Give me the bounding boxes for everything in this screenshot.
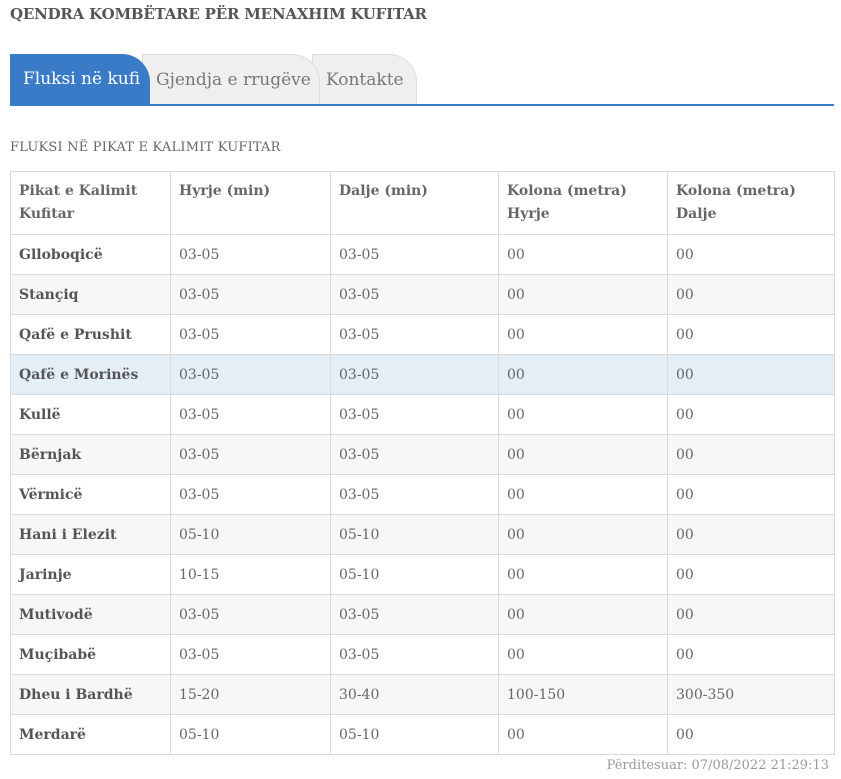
cell-queue-entry: 00 bbox=[498, 514, 668, 555]
cell-queue-exit: 300-350 bbox=[667, 674, 835, 715]
cell-crossing-point: Mutivodë bbox=[10, 594, 171, 635]
cell-crossing-point: Qafë e Morinës bbox=[10, 354, 171, 395]
table-row: Stanҫiq 03-05 03-05 00 00 bbox=[10, 274, 835, 315]
cell-exit: 30-40 bbox=[330, 674, 499, 715]
cell-queue-entry: 00 bbox=[498, 314, 668, 355]
cell-queue-entry: 100-150 bbox=[498, 674, 668, 715]
header-queue-exit: Kolona (metra) Dalje bbox=[667, 171, 835, 235]
cell-queue-entry: 00 bbox=[498, 714, 668, 755]
cell-queue-exit: 00 bbox=[667, 634, 835, 675]
cell-queue-entry: 00 bbox=[498, 554, 668, 595]
cell-exit: 03-05 bbox=[330, 594, 499, 635]
cell-entry: 15-20 bbox=[170, 674, 331, 715]
cell-entry: 05-10 bbox=[170, 514, 331, 555]
page-title: QENDRA KOMBËTARE PËR MENAXHIM KUFITAR bbox=[10, 5, 427, 23]
cell-queue-entry: 00 bbox=[498, 274, 668, 315]
cell-entry: 03-05 bbox=[170, 434, 331, 475]
table-header-row: Pikat e Kalimit Kufitar Hyrje (min) Dalje… bbox=[10, 171, 835, 235]
cell-queue-entry: 00 bbox=[498, 434, 668, 475]
header-crossing-point: Pikat e Kalimit Kufitar bbox=[10, 171, 171, 235]
table-row: Jarinje 10-15 05-10 00 00 bbox=[10, 554, 835, 595]
cell-queue-exit: 00 bbox=[667, 594, 835, 635]
cell-queue-exit: 00 bbox=[667, 314, 835, 355]
table-row: Bërnjak 03-05 03-05 00 00 bbox=[10, 434, 835, 475]
table-row: Qafë e Morinës 03-05 03-05 00 00 bbox=[10, 354, 835, 395]
table-row: Hani i Elezit 05-10 05-10 00 00 bbox=[10, 514, 835, 555]
tab-kontakte[interactable]: Kontakte bbox=[312, 54, 417, 104]
cell-crossing-point: Hani i Elezit bbox=[10, 514, 171, 555]
cell-exit: 03-05 bbox=[330, 474, 499, 515]
cell-entry: 03-05 bbox=[170, 274, 331, 315]
cell-crossing-point: Dheu i Bardhë bbox=[10, 674, 171, 715]
tab-gjendja-e-rrugeve[interactable]: Gjendja e rrugëve bbox=[142, 54, 320, 104]
cell-queue-exit: 00 bbox=[667, 354, 835, 395]
cell-entry: 03-05 bbox=[170, 354, 331, 395]
header-entry-min: Hyrje (min) bbox=[170, 171, 331, 235]
table-row: Muҫibabë 03-05 03-05 00 00 bbox=[10, 634, 835, 675]
cell-queue-entry: 00 bbox=[498, 354, 668, 395]
cell-queue-exit: 00 bbox=[667, 274, 835, 315]
cell-entry: 03-05 bbox=[170, 394, 331, 435]
last-updated: Përditesuar: 07/08/2022 21:29:13 bbox=[606, 758, 829, 773]
border-flux-table: Pikat e Kalimit Kufitar Hyrje (min) Dalje… bbox=[10, 171, 835, 755]
cell-crossing-point: Vërmicë bbox=[10, 474, 171, 515]
cell-queue-entry: 00 bbox=[498, 474, 668, 515]
cell-exit: 05-10 bbox=[330, 554, 499, 595]
cell-entry: 03-05 bbox=[170, 234, 331, 275]
cell-crossing-point: Glloboqicë bbox=[10, 234, 171, 275]
cell-queue-entry: 00 bbox=[498, 594, 668, 635]
tab-fluksi-ne-kufi[interactable]: Fluksi në kufi bbox=[10, 54, 150, 104]
cell-queue-exit: 00 bbox=[667, 474, 835, 515]
cell-queue-exit: 00 bbox=[667, 714, 835, 755]
cell-crossing-point: Merdarë bbox=[10, 714, 171, 755]
cell-queue-entry: 00 bbox=[498, 234, 668, 275]
cell-exit: 03-05 bbox=[330, 314, 499, 355]
table-row: Glloboqicë 03-05 03-05 00 00 bbox=[10, 234, 835, 275]
table-row: Mutivodë 03-05 03-05 00 00 bbox=[10, 594, 835, 635]
cell-entry: 03-05 bbox=[170, 314, 331, 355]
cell-crossing-point: Muҫibabë bbox=[10, 634, 171, 675]
cell-exit: 05-10 bbox=[330, 714, 499, 755]
cell-entry: 03-05 bbox=[170, 474, 331, 515]
cell-crossing-point: Bërnjak bbox=[10, 434, 171, 475]
cell-queue-exit: 00 bbox=[667, 234, 835, 275]
cell-crossing-point: Kullë bbox=[10, 394, 171, 435]
header-queue-entry: Kolona (metra) Hyrje bbox=[498, 171, 668, 235]
cell-crossing-point: Qafë e Prushit bbox=[10, 314, 171, 355]
cell-exit: 03-05 bbox=[330, 354, 499, 395]
table-row: Qafë e Prushit 03-05 03-05 00 00 bbox=[10, 314, 835, 355]
cell-crossing-point: Stanҫiq bbox=[10, 274, 171, 315]
cell-exit: 05-10 bbox=[330, 514, 499, 555]
cell-queue-exit: 00 bbox=[667, 514, 835, 555]
cell-queue-entry: 00 bbox=[498, 634, 668, 675]
cell-queue-exit: 00 bbox=[667, 434, 835, 475]
cell-entry: 05-10 bbox=[170, 714, 331, 755]
cell-queue-exit: 00 bbox=[667, 394, 835, 435]
cell-queue-exit: 00 bbox=[667, 554, 835, 595]
cell-exit: 03-05 bbox=[330, 234, 499, 275]
cell-entry: 10-15 bbox=[170, 554, 331, 595]
cell-queue-entry: 00 bbox=[498, 394, 668, 435]
table-row: Kullë 03-05 03-05 00 00 bbox=[10, 394, 835, 435]
cell-crossing-point: Jarinje bbox=[10, 554, 171, 595]
table-row: Dheu i Bardhë 15-20 30-40 100-150 300-350 bbox=[10, 674, 835, 715]
tab-bar: Kontakte Gjendja e rrugëve Fluksi në kuf… bbox=[10, 54, 834, 106]
header-exit-min: Dalje (min) bbox=[330, 171, 499, 235]
table-row: Merdarë 05-10 05-10 00 00 bbox=[10, 714, 835, 755]
cell-entry: 03-05 bbox=[170, 634, 331, 675]
cell-exit: 03-05 bbox=[330, 274, 499, 315]
cell-exit: 03-05 bbox=[330, 434, 499, 475]
cell-exit: 03-05 bbox=[330, 394, 499, 435]
table-row: Vërmicë 03-05 03-05 00 00 bbox=[10, 474, 835, 515]
section-title: FLUKSI NË PIKAT E KALIMIT KUFITAR bbox=[10, 140, 281, 155]
cell-exit: 03-05 bbox=[330, 634, 499, 675]
cell-entry: 03-05 bbox=[170, 594, 331, 635]
